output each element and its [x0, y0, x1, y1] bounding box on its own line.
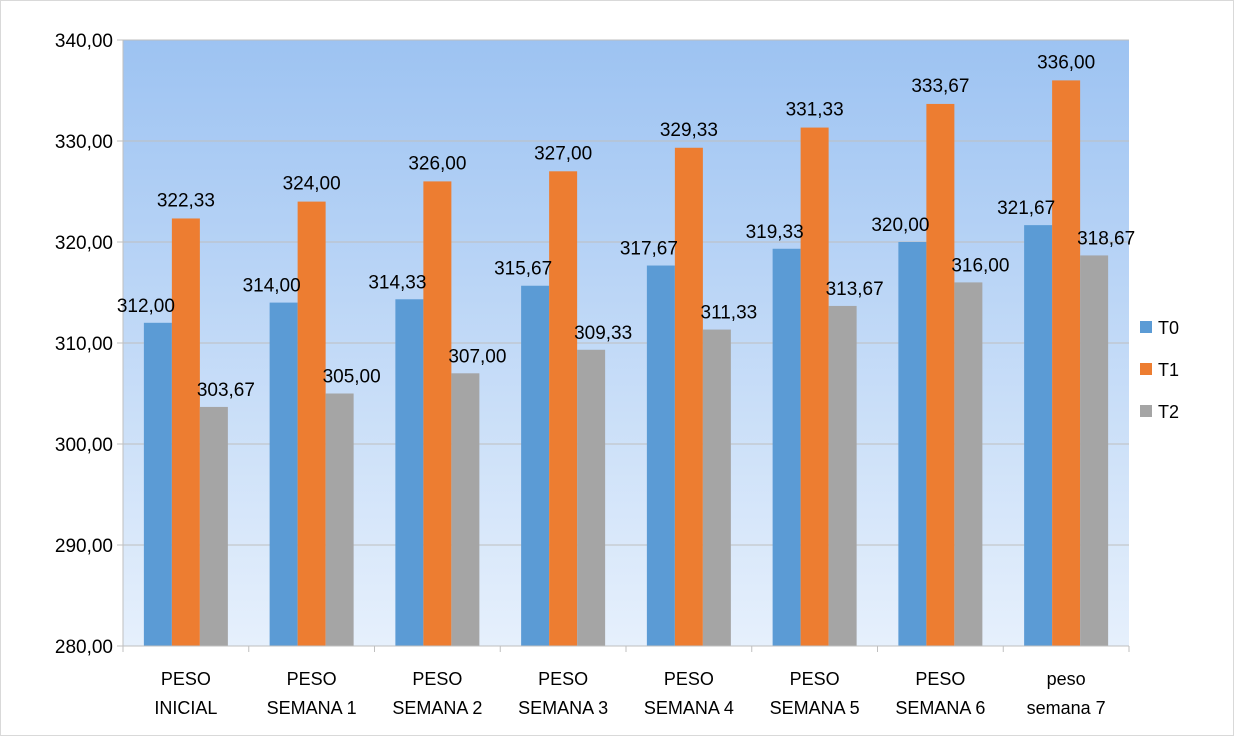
bar-t0: [521, 285, 550, 646]
data-label: 326,00: [408, 153, 466, 174]
data-label: 317,67: [620, 239, 678, 260]
x-tick-label: SEMANA 2: [392, 698, 482, 718]
x-tick-label: PESO: [915, 669, 965, 689]
y-tick-label: 320,00: [55, 233, 113, 254]
data-label: 322,33: [157, 190, 215, 211]
bar-t2: [954, 282, 983, 646]
y-tick-label: 330,00: [55, 132, 113, 153]
legend-swatch-t0: [1140, 321, 1152, 333]
bar-t0: [269, 302, 298, 646]
x-tick-label: PESO: [287, 669, 337, 689]
data-label: 305,00: [323, 367, 381, 388]
x-tick-label: SEMANA 1: [267, 698, 357, 718]
bar-t2: [199, 406, 228, 646]
bar-t0: [772, 248, 801, 646]
bar-t0: [898, 242, 927, 646]
legend-label-t1: T1: [1158, 360, 1179, 380]
legend-label-t0: T0: [1158, 318, 1179, 338]
bar-t1: [926, 103, 955, 647]
data-label: 324,00: [283, 174, 341, 195]
data-label: 314,33: [368, 272, 426, 293]
x-tick-label: peso: [1047, 669, 1086, 689]
x-tick-label: PESO: [161, 669, 211, 689]
data-label: 320,00: [871, 215, 929, 236]
data-label: 319,33: [746, 222, 804, 243]
y-tick-label: 300,00: [55, 435, 113, 456]
x-tick-label: PESO: [664, 669, 714, 689]
data-label: 336,00: [1037, 52, 1095, 73]
x-tick-label: SEMANA 6: [895, 698, 985, 718]
bar-t2: [577, 349, 606, 646]
bar-t2: [1080, 255, 1109, 647]
bar-t0: [143, 322, 172, 646]
x-tick-label: SEMANA 3: [518, 698, 608, 718]
bar-t2: [451, 373, 480, 646]
legend-swatch-t1: [1140, 363, 1152, 375]
bar-t1: [297, 201, 326, 646]
legend-swatch-t2: [1140, 405, 1152, 417]
bar-t0: [1024, 225, 1053, 646]
x-tick-label: SEMANA 5: [770, 698, 860, 718]
bar-t2: [325, 393, 354, 646]
legend-label-t2: T2: [1158, 402, 1179, 422]
bar-t0: [395, 299, 424, 646]
data-label: 313,67: [826, 279, 884, 300]
y-tick-label: 290,00: [55, 536, 113, 557]
bar-t0: [646, 265, 675, 646]
bar-t1: [423, 181, 452, 646]
x-tick-label: semana 7: [1027, 698, 1106, 718]
data-label: 329,33: [660, 120, 718, 141]
data-label: 321,67: [997, 198, 1055, 219]
legend: T0 T1 T2: [1140, 318, 1179, 422]
data-label: 312,00: [117, 296, 175, 317]
x-tick-label: PESO: [790, 669, 840, 689]
data-label: 314,00: [243, 276, 301, 297]
y-tick-label: 310,00: [55, 334, 113, 355]
data-label: 331,33: [786, 100, 844, 121]
bar-t2: [828, 305, 857, 646]
x-tick-label: SEMANA 4: [644, 698, 734, 718]
data-label: 311,33: [701, 303, 758, 324]
x-tick-label: PESO: [412, 669, 462, 689]
bar-t1: [171, 218, 200, 647]
x-tick-label: INICIAL: [154, 698, 217, 718]
data-label: 303,67: [197, 380, 255, 401]
data-label: 333,67: [911, 76, 969, 97]
data-label: 316,00: [951, 255, 1009, 276]
y-axis: 280,00 290,00 300,00 310,00 320,00 330,00 340,…: [55, 31, 124, 658]
data-label: 327,00: [534, 143, 592, 164]
data-label: 307,00: [448, 346, 506, 367]
bar-t1: [1052, 80, 1081, 646]
data-label: 318,67: [1077, 228, 1135, 249]
bars: [143, 80, 1109, 647]
data-labels: 312,00 322,33 303,67 314,00 324,00 305,00 314,…: [117, 52, 1135, 401]
y-tick-label: 340,00: [55, 31, 113, 52]
bar-t1: [800, 127, 829, 646]
bar-t1: [674, 147, 703, 646]
bar-t1: [549, 171, 578, 647]
data-label: 309,33: [574, 323, 632, 344]
bar-t2: [702, 329, 731, 646]
y-tick-label: 280,00: [55, 637, 113, 658]
data-label: 315,67: [494, 259, 552, 280]
x-tick-label: PESO: [538, 669, 588, 689]
x-axis: PESO INICIAL PESO SEMANA 1 PESO SEMANA 2 PESO S…: [122, 645, 1130, 718]
